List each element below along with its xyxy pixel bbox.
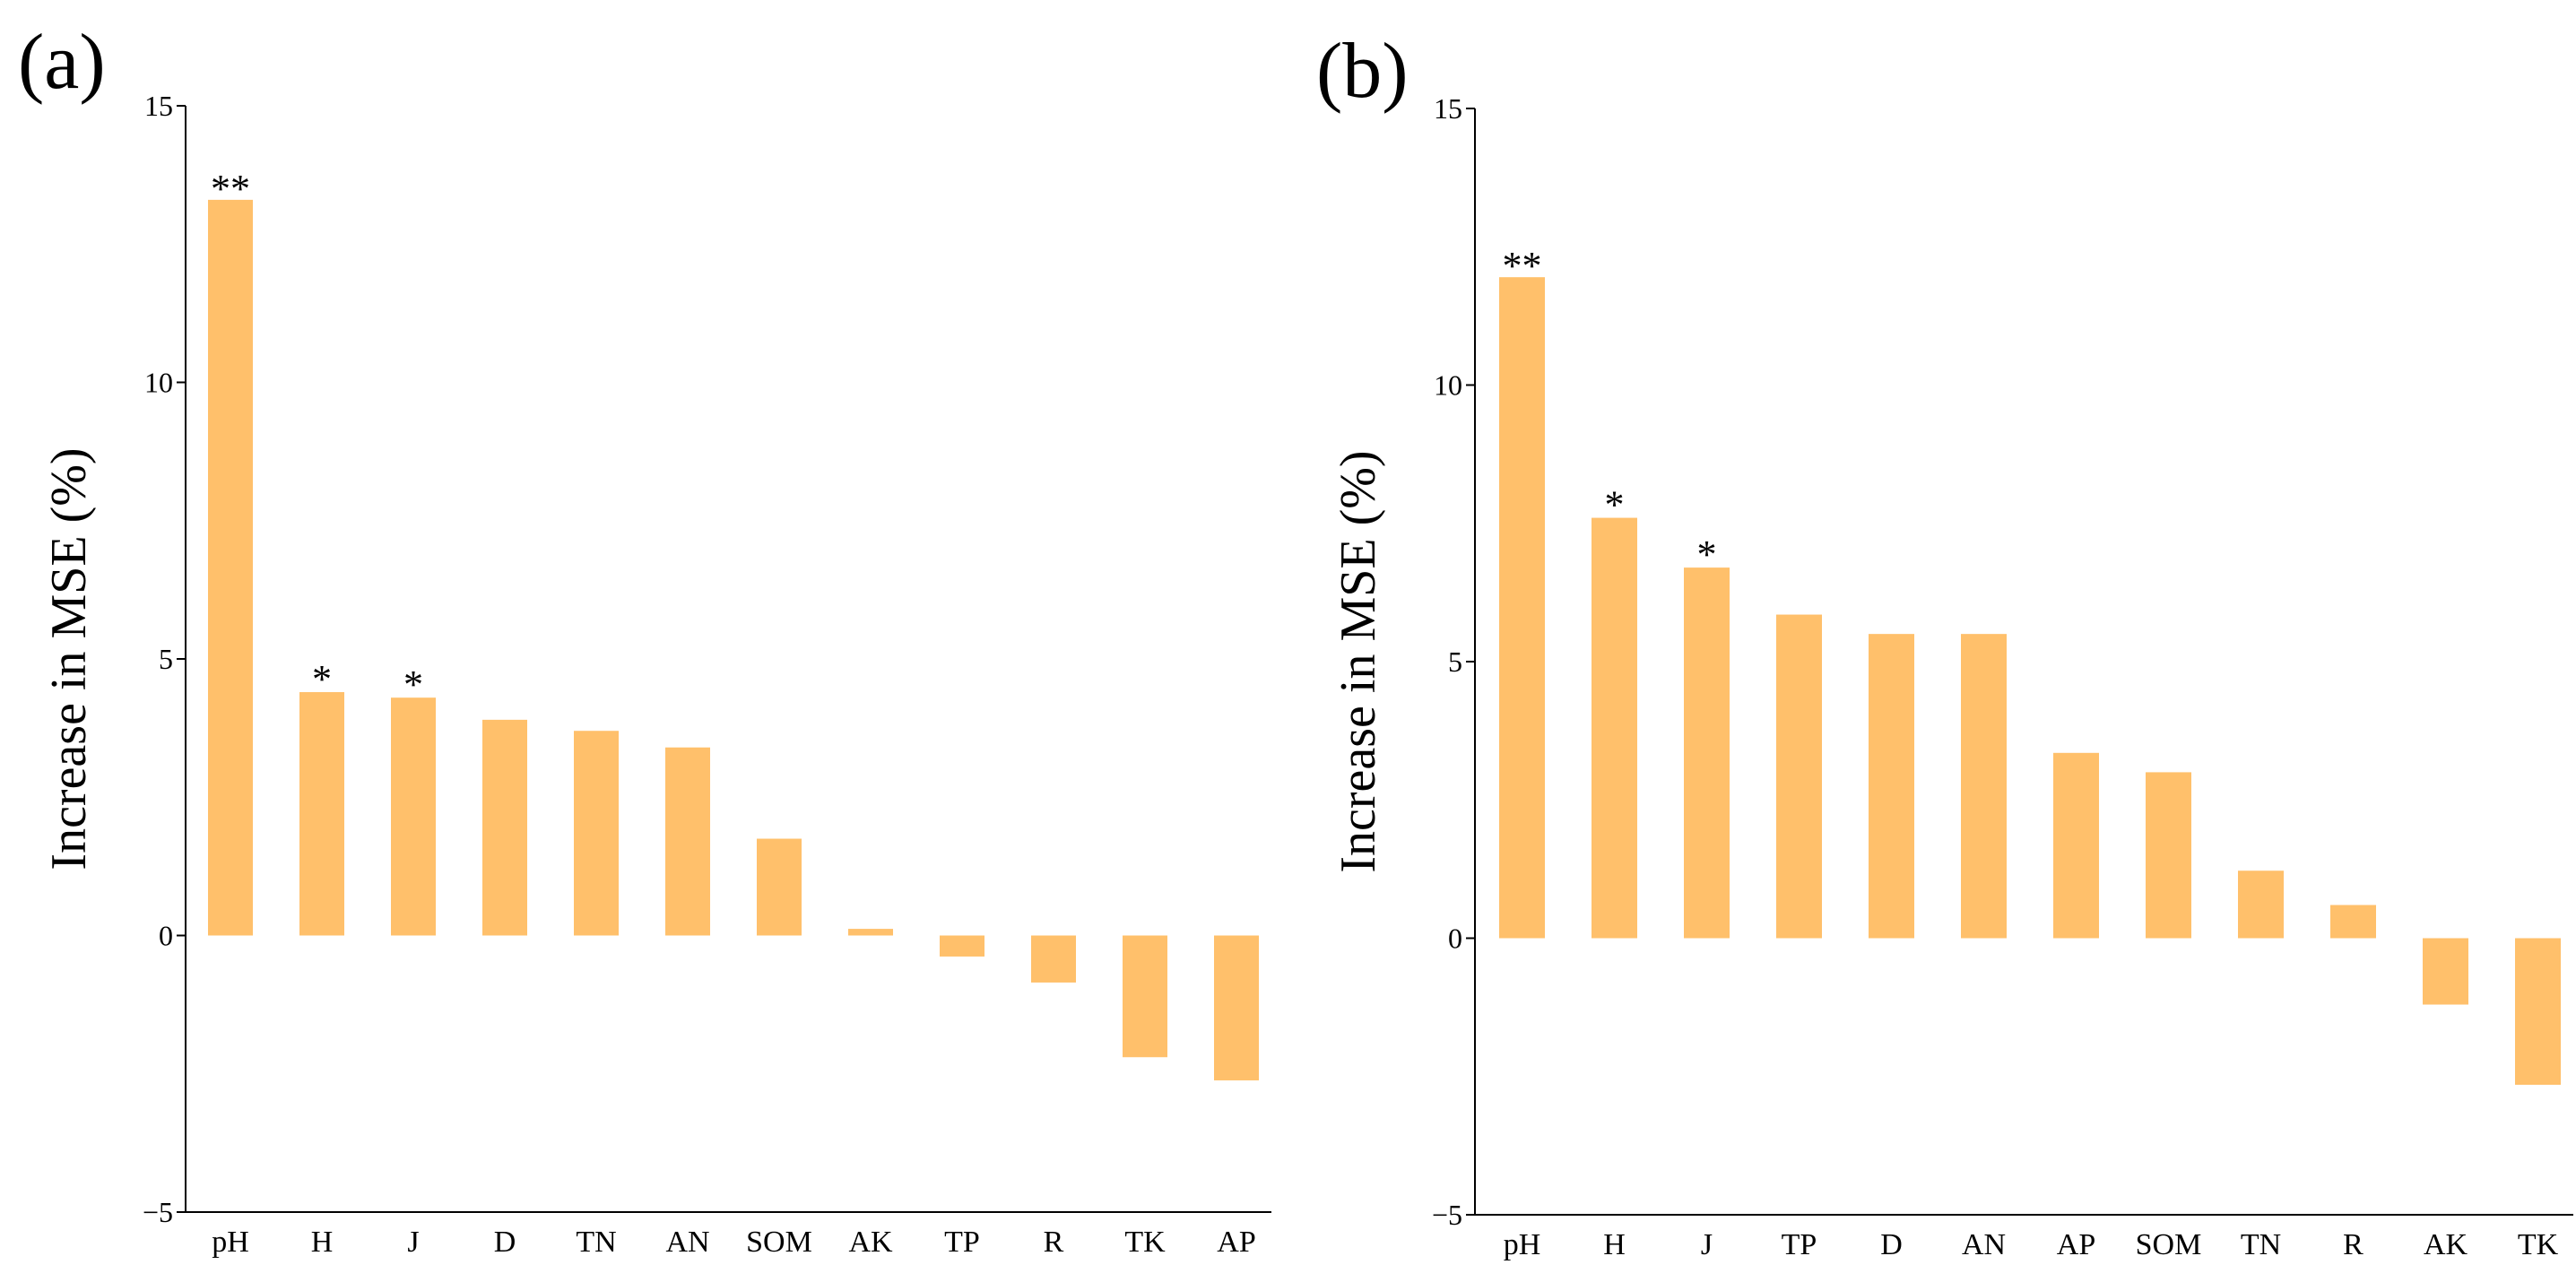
y-tick-label-a: 10 [144,367,173,399]
category-label-b: TP [1782,1228,1817,1261]
category-label-a: TP [944,1226,980,1259]
bar-a-an [665,747,710,936]
bar-b-ph [1499,277,1545,939]
category-label-a: D [494,1226,516,1259]
bar-b-j [1684,567,1730,939]
significance-mark-b: * [1697,533,1717,576]
panel-label-a: (a) [18,19,106,106]
bar-b-r [2330,905,2376,939]
panel-a: (a) Increase in MSE (%) −5 0 5 10 15 pH ** H * J *… [18,19,1271,1259]
category-label-a: AN [665,1226,709,1259]
y-axis-label-a: Increase in MSE (%) [41,447,97,870]
bar-a-tn [574,731,619,936]
bar-a-ph [208,199,253,936]
panel-b: (b) Increase in MSE (%) −5 0 5 10 15 pH ** H * J *… [1316,28,2573,1261]
bar-b-tk [2515,938,2561,1086]
bar-b-an [1961,634,2007,939]
y-tick-label-a: −5 [143,1196,173,1228]
bar-a-ak [848,929,893,936]
category-label-a: TK [1124,1226,1166,1259]
category-label-b: AK [2424,1228,2468,1261]
category-label-a: TN [576,1226,616,1259]
bar-b-som [2146,772,2191,939]
category-label-b: TN [2241,1228,2281,1261]
bar-a-j [391,697,436,936]
significance-mark-b: ** [1503,244,1542,288]
plot-area-b: −5 0 5 10 15 pH ** H * J * TP D AN AP SOM TN R AK TK [1432,92,2573,1261]
y-tick-label-a: 5 [159,643,173,675]
bar-b-tp [1776,614,1822,939]
category-label-b: D [1880,1228,1903,1261]
bar-a-r [1031,935,1076,983]
significance-mark-b: * [1605,483,1625,527]
category-label-b: R [2343,1228,2364,1261]
y-tick-label-a: 15 [144,90,173,122]
category-label-a: H [311,1226,334,1259]
category-label-b: J [1701,1228,1713,1261]
significance-mark-a: * [312,657,332,701]
bar-b-tn [2238,871,2284,939]
bar-a-ap [1214,935,1259,1081]
bar-a-tk [1123,935,1167,1058]
category-label-a: SOM [746,1226,812,1259]
y-tick-label-b: 10 [1434,369,1462,402]
category-label-b: AP [2057,1228,2095,1261]
category-label-b: TK [2518,1228,2559,1261]
category-label-b: AN [1962,1228,2006,1261]
y-tick-label-b: 5 [1448,645,1462,678]
category-label-a: R [1044,1226,1064,1259]
category-label-b: pH [1504,1228,1541,1261]
category-label-b: H [1603,1228,1626,1261]
bar-a-d [482,719,527,936]
category-label-a: pH [212,1226,249,1259]
panel-label-b: (b) [1316,28,1409,115]
bar-b-ak [2423,938,2468,1005]
y-tick-label-b: 15 [1434,92,1462,125]
category-label-a: AK [848,1226,893,1259]
y-tick-label-b: 0 [1448,923,1462,955]
bar-b-h [1592,517,1637,939]
significance-mark-a: ** [211,167,250,211]
significance-mark-a: * [403,663,423,706]
y-axis-label-b: Increase in MSE (%) [1331,450,1386,872]
y-tick-label-b: −5 [1432,1199,1462,1231]
plot-area-a: −5 0 5 10 15 pH ** H * J * D TN AN SOM AK TP R TK AP [143,90,1271,1259]
category-label-a: J [407,1226,419,1259]
bar-a-tp [940,935,984,957]
bar-a-h [299,692,344,936]
category-label-b: SOM [2136,1228,2202,1261]
bar-b-ap [2053,752,2099,939]
y-tick-label-a: 0 [159,920,173,952]
bar-a-som [757,838,802,936]
category-label-a: AP [1217,1226,1255,1259]
bar-b-d [1869,634,1914,939]
